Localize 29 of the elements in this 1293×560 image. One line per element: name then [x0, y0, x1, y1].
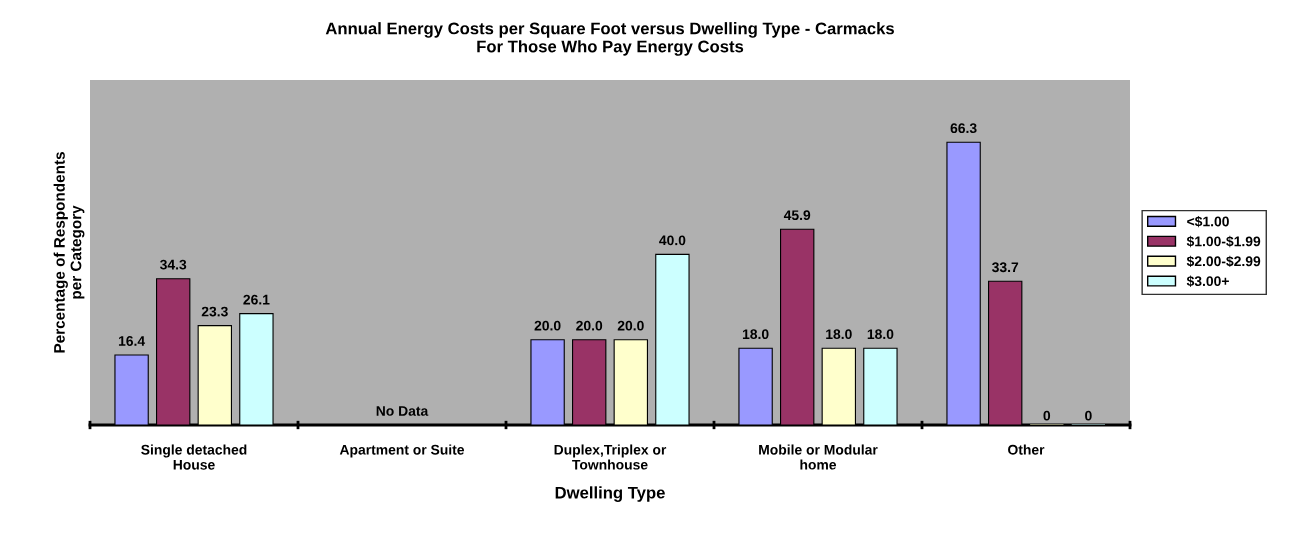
- data-label: 20.0: [576, 320, 603, 331]
- data-label: 26.1: [243, 294, 270, 305]
- x-tick-label: Apartment or Suite: [339, 444, 465, 458]
- data-label: 0: [1043, 410, 1051, 421]
- legend-label: <$1.00: [1187, 215, 1229, 228]
- data-label: 33.7: [992, 262, 1019, 273]
- data-label: 40.0: [659, 235, 686, 246]
- data-label: 20.0: [617, 320, 644, 331]
- legend-label: $2.00-$2.99: [1186, 255, 1261, 268]
- data-label: 34.3: [160, 259, 187, 270]
- data-label: 18.0: [826, 329, 852, 340]
- x-tick-label: Other: [1008, 444, 1045, 455]
- data-label: 18.0: [742, 329, 769, 340]
- data-label: 23.3: [201, 306, 228, 317]
- data-label: 45.9: [783, 210, 811, 221]
- annotation: No Data: [376, 406, 429, 416]
- chart-title: Annual Energy Costs per Square Foot versus Dwelling Type - Carmacks For Those Who Pay Energy Costs: [325, 22, 894, 56]
- x-axis-title: Dwelling Type: [555, 486, 665, 502]
- legend-label: $1.00-$1.99: [1186, 235, 1261, 248]
- data-label: 18.0: [867, 329, 894, 340]
- x-tick-label: Duplex,Triplex or Townhouse: [554, 444, 667, 470]
- data-label: 20.0: [534, 320, 561, 331]
- x-tick-label: Single detached House: [141, 444, 247, 470]
- data-label: 66.3: [950, 123, 977, 134]
- y-axis-title: Percentage of Respondents per Category: [53, 152, 85, 353]
- data-label: 16.4: [118, 336, 146, 346]
- legend-label: $3.00+: [1186, 275, 1229, 287]
- x-tick-label: Mobile or Modular home: [759, 444, 878, 470]
- data-label: 0: [1085, 410, 1092, 421]
